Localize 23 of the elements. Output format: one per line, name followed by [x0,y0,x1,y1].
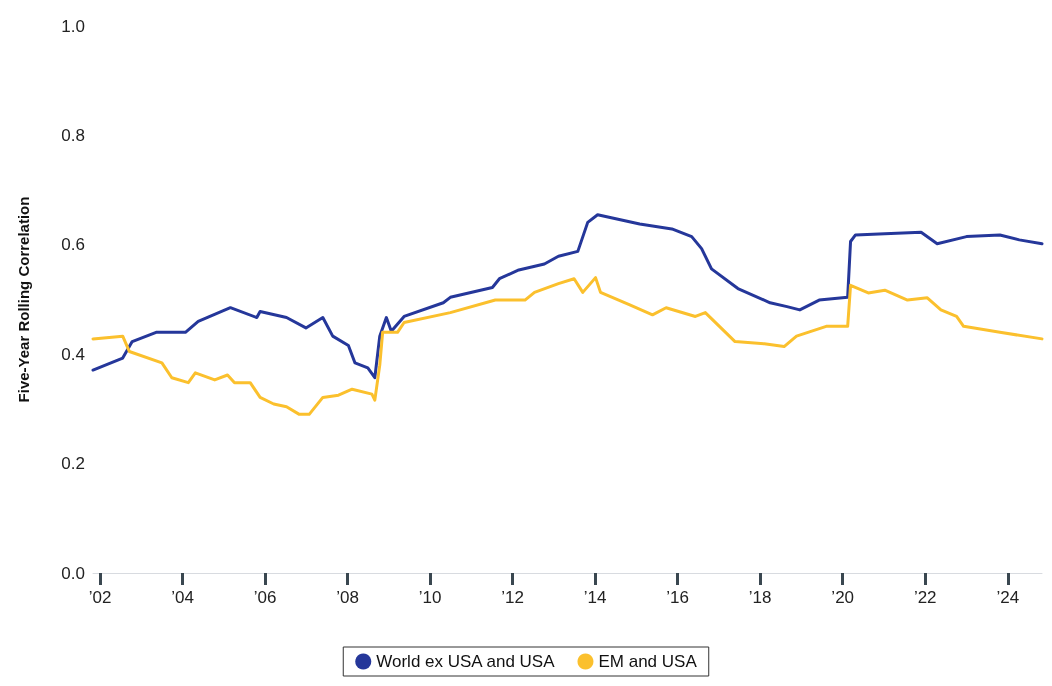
line-series [91,213,1044,380]
x-tick-label: ’04 [171,588,194,607]
y-tick-label: 0.8 [61,125,85,145]
line-series [91,276,1044,416]
x-tick-label: ’06 [253,588,277,607]
x-tick-label: ’02 [88,588,112,607]
x-tick-label: ’08 [336,588,359,607]
y-axis-title: Five-Year Rolling Correlation [15,196,32,403]
y-tick-label: 0.0 [61,563,85,583]
legend-label: EM and USA [598,652,698,671]
legend-label: World ex USA and USA [376,652,556,671]
y-tick-label: 0.6 [61,235,85,255]
x-tick-label: ’22 [913,588,937,607]
x-tick-label: ’10 [418,588,442,607]
y-tick-label: 0.4 [61,344,85,364]
x-tick-label: ’16 [666,588,690,607]
x-tick-label: ’20 [831,588,855,607]
x-tick-label: ’14 [583,588,607,607]
x-tick-label: ’24 [996,588,1020,607]
x-tick-label: ’18 [748,588,772,607]
x-tick-label: ’12 [501,588,524,607]
y-tick-label: 1.0 [61,16,85,36]
y-tick-label: 0.2 [61,454,85,474]
